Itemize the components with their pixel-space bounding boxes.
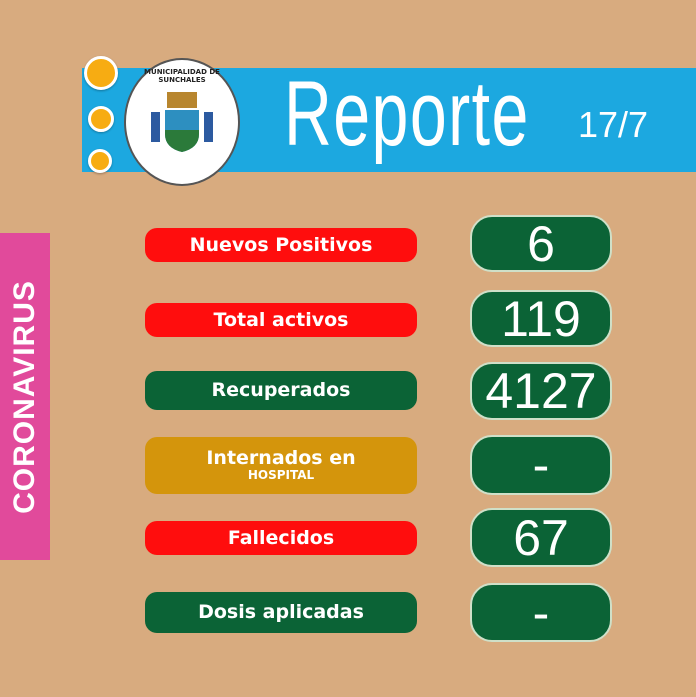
label-fallecidos: Fallecidos bbox=[145, 521, 417, 555]
logo-text: MUNICIPALIDAD DE SUNCHALES bbox=[144, 68, 220, 84]
municipality-logo: MUNICIPALIDAD DE SUNCHALES bbox=[124, 58, 240, 186]
decor-dot bbox=[88, 106, 114, 132]
side-label-text: CORONAVIRUS bbox=[8, 279, 42, 514]
label-total-activos: Total activos bbox=[145, 303, 417, 337]
value-nuevos-positivos: 6 bbox=[470, 215, 612, 272]
coat-of-arms-icon bbox=[151, 92, 213, 152]
value-total-activos: 119 bbox=[470, 290, 612, 347]
value-dosis-aplicadas: - bbox=[470, 583, 612, 642]
decor-dot bbox=[84, 56, 118, 90]
report-date: 17/7 bbox=[578, 104, 649, 145]
page-title: Reporte bbox=[284, 63, 530, 165]
value-fallecidos: 67 bbox=[470, 508, 612, 567]
label-recuperados: Recuperados bbox=[145, 371, 417, 410]
value-recuperados: 4127 bbox=[470, 362, 612, 420]
label-nuevos-positivos: Nuevos Positivos bbox=[145, 228, 417, 262]
value-internados: - bbox=[470, 435, 612, 495]
label-dosis-aplicadas: Dosis aplicadas bbox=[145, 592, 417, 633]
decor-dot bbox=[88, 149, 112, 173]
side-label: CORONAVIRUS bbox=[0, 233, 50, 560]
label-internados: Internados en HOSPITAL bbox=[145, 437, 417, 494]
